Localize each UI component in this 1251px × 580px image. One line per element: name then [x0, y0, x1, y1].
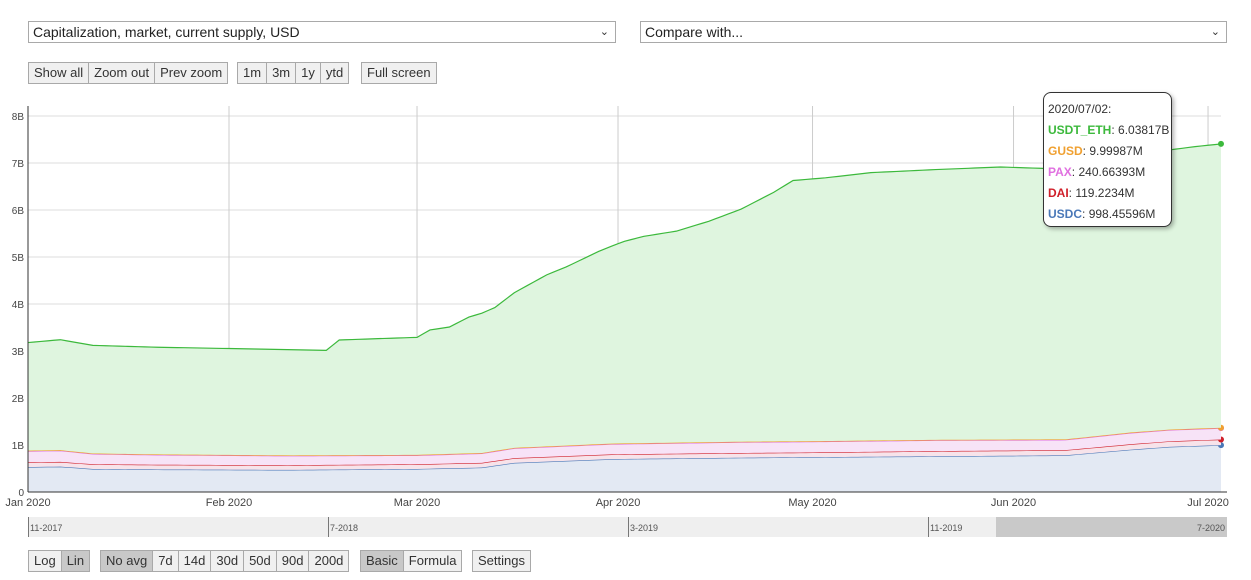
- navigator-label: 7-2018: [330, 523, 359, 533]
- series-end-marker: [1218, 140, 1224, 147]
- y-tick-label: 6B: [12, 206, 25, 217]
- show-all-button[interactable]: Show all: [28, 62, 90, 84]
- lin-scale-button[interactable]: Lin: [60, 550, 91, 572]
- y-tick-label: 5B: [12, 253, 25, 264]
- x-tick-label: Jul 2020: [1187, 497, 1229, 509]
- range-button-group: 1m 3m 1y ytd: [237, 62, 350, 84]
- mode-button-group: Basic Formula: [360, 550, 463, 572]
- tooltip-series-name: USDT_ETH: [1048, 123, 1112, 137]
- x-tick-label: May 2020: [788, 497, 836, 509]
- range-1y-button[interactable]: 1y: [295, 62, 321, 84]
- tooltip-row: GUSD: 9.99987M: [1048, 144, 1143, 158]
- avg-200d-button[interactable]: 200d: [308, 550, 350, 572]
- x-tick-label: Apr 2020: [596, 497, 641, 509]
- chevron-down-icon: ⌄: [599, 26, 609, 38]
- navigator-selection[interactable]: [996, 517, 1227, 537]
- avg-7d-button[interactable]: 7d: [152, 550, 179, 572]
- log-scale-button[interactable]: Log: [28, 550, 62, 572]
- avg-30d-button[interactable]: 30d: [210, 550, 245, 572]
- zoom-out-button[interactable]: Zoom out: [88, 62, 156, 84]
- market-cap-chart[interactable]: 0 1B 2B 3B 4B 5B 6B 7B 8B Jan 2020 Feb 2020 Mar 202…: [0, 0, 1251, 515]
- formula-mode-button[interactable]: Formula: [402, 550, 463, 572]
- avg-90d-button[interactable]: 90d: [275, 550, 310, 572]
- navigator-label: 11-2019: [930, 523, 963, 533]
- avg-14d-button[interactable]: 14d: [177, 550, 212, 572]
- y-tick-label: 2B: [12, 394, 25, 405]
- avg-50d-button[interactable]: 50d: [243, 550, 277, 572]
- x-tick-label: Jan 2020: [5, 497, 50, 509]
- navigator-tick: [928, 517, 929, 537]
- chart-tooltip: 2020/07/02: USDT_ETH: 6.03817B GUSD: 9.9…: [1043, 92, 1172, 227]
- tooltip-series-value: 6.03817B: [1118, 123, 1170, 137]
- compare-select[interactable]: Compare with... ⌄: [640, 21, 1227, 43]
- range-ytd-button[interactable]: ytd: [319, 62, 350, 84]
- settings-button[interactable]: Settings: [472, 550, 531, 572]
- tooltip-row: USDC: 998.45596M: [1048, 207, 1156, 221]
- navigator-tick: [28, 517, 29, 537]
- y-tick-label: 8B: [12, 112, 25, 123]
- tooltip-series-value: 998.45596M: [1088, 207, 1156, 221]
- fullscreen-button-group: Full screen: [361, 62, 437, 84]
- navigator-tick: [628, 517, 629, 537]
- metric-select[interactable]: Capitalization, market, current supply, …: [28, 21, 616, 43]
- navigator-label: 3-2019: [630, 523, 659, 533]
- tooltip-row: DAI: 119.2234M: [1048, 186, 1135, 200]
- tooltip-series-name: USDC: [1048, 207, 1083, 221]
- y-tick-label: 4B: [12, 300, 25, 311]
- settings-button-group: Settings: [472, 550, 531, 572]
- tooltip-series-value: 240.66393M: [1078, 165, 1146, 179]
- zoom-button-group: Show all Zoom out Prev zoom: [28, 62, 229, 84]
- navigator-label: 7-2020: [1197, 523, 1226, 533]
- y-tick-label: 7B: [12, 159, 25, 170]
- tooltip-series-name: GUSD: [1048, 144, 1083, 158]
- tooltip-series-value: 119.2234M: [1075, 186, 1135, 200]
- avg-button-group: No avg 7d 14d 30d 50d 90d 200d: [100, 550, 350, 572]
- metric-select-value: Capitalization, market, current supply, …: [33, 24, 300, 40]
- area-usdt-eth: [28, 143, 1221, 456]
- navigator-label: 11-2017: [30, 523, 63, 533]
- tooltip-series-name: PAX: [1048, 165, 1072, 179]
- x-tick-label: Jun 2020: [991, 497, 1036, 509]
- x-tick-label: Mar 2020: [394, 497, 440, 509]
- tooltip-series-name: DAI: [1048, 186, 1069, 200]
- x-tick-label: Feb 2020: [206, 497, 252, 509]
- basic-mode-button[interactable]: Basic: [360, 550, 404, 572]
- tooltip-date: 2020/07/02:: [1048, 102, 1112, 116]
- full-screen-button[interactable]: Full screen: [361, 62, 437, 84]
- navigator-tick: [328, 517, 329, 537]
- chevron-down-icon: ⌄: [1210, 26, 1220, 38]
- y-tick-label: 0: [18, 488, 24, 499]
- y-tick-label: 1B: [12, 441, 25, 452]
- compare-select-value: Compare with...: [645, 24, 744, 40]
- no-avg-button[interactable]: No avg: [100, 550, 154, 572]
- tooltip-row: PAX: 240.66393M: [1048, 165, 1146, 179]
- tooltip-row: USDT_ETH: 6.03817B: [1048, 123, 1170, 137]
- y-tick-label: 3B: [12, 347, 25, 358]
- navigator-track[interactable]: [28, 517, 1227, 537]
- series-line-usdt-eth: [27, 143, 1222, 351]
- tooltip-series-value: 9.99987M: [1089, 144, 1143, 158]
- range-3m-button[interactable]: 3m: [266, 62, 297, 84]
- prev-zoom-button[interactable]: Prev zoom: [154, 62, 229, 84]
- scale-button-group: Log Lin: [28, 550, 91, 572]
